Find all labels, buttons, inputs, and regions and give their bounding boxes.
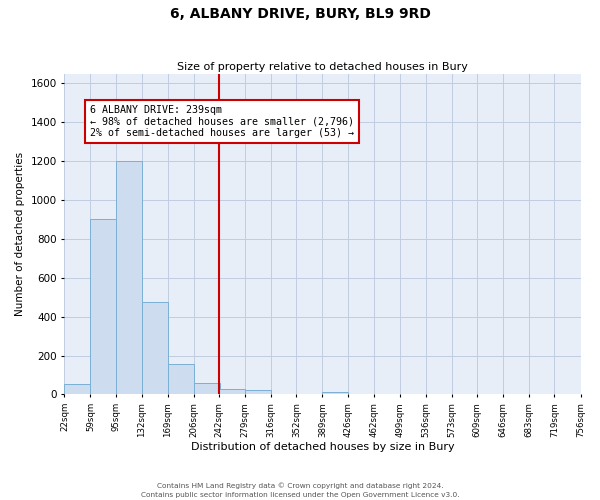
Text: Contains HM Land Registry data © Crown copyright and database right 2024.
Contai: Contains HM Land Registry data © Crown c… [140, 482, 460, 498]
Bar [116, 161, 142, 394]
X-axis label: Distribution of detached houses by size in Bury: Distribution of detached houses by size … [191, 442, 454, 452]
Bar [219, 388, 245, 394]
Text: 6 ALBANY DRIVE: 239sqm
← 98% of detached houses are smaller (2,796)
2% of semi-d: 6 ALBANY DRIVE: 239sqm ← 98% of detached… [91, 105, 355, 138]
Bar [194, 383, 220, 394]
Title: Size of property relative to detached houses in Bury: Size of property relative to detached ho… [177, 62, 468, 72]
Y-axis label: Number of detached properties: Number of detached properties [15, 152, 25, 316]
Bar [322, 392, 349, 394]
Bar [168, 364, 194, 394]
Bar [142, 302, 168, 394]
Bar [245, 390, 271, 394]
Bar [91, 220, 116, 394]
Text: 6, ALBANY DRIVE, BURY, BL9 9RD: 6, ALBANY DRIVE, BURY, BL9 9RD [170, 8, 430, 22]
Bar [64, 384, 91, 394]
